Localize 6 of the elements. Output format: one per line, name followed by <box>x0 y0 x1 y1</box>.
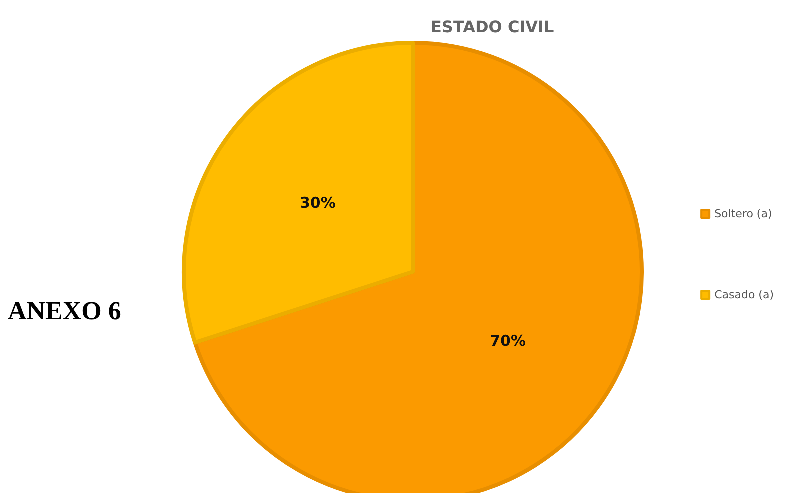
data-label: 30% <box>300 194 336 212</box>
data-label: 70% <box>490 332 526 350</box>
chart-title: ESTADO CIVIL <box>431 18 554 36</box>
legend-label: Casado (a) <box>714 288 774 302</box>
legend-label: Soltero (a) <box>714 208 772 220</box>
text: ANEXO 6 <box>8 296 122 326</box>
